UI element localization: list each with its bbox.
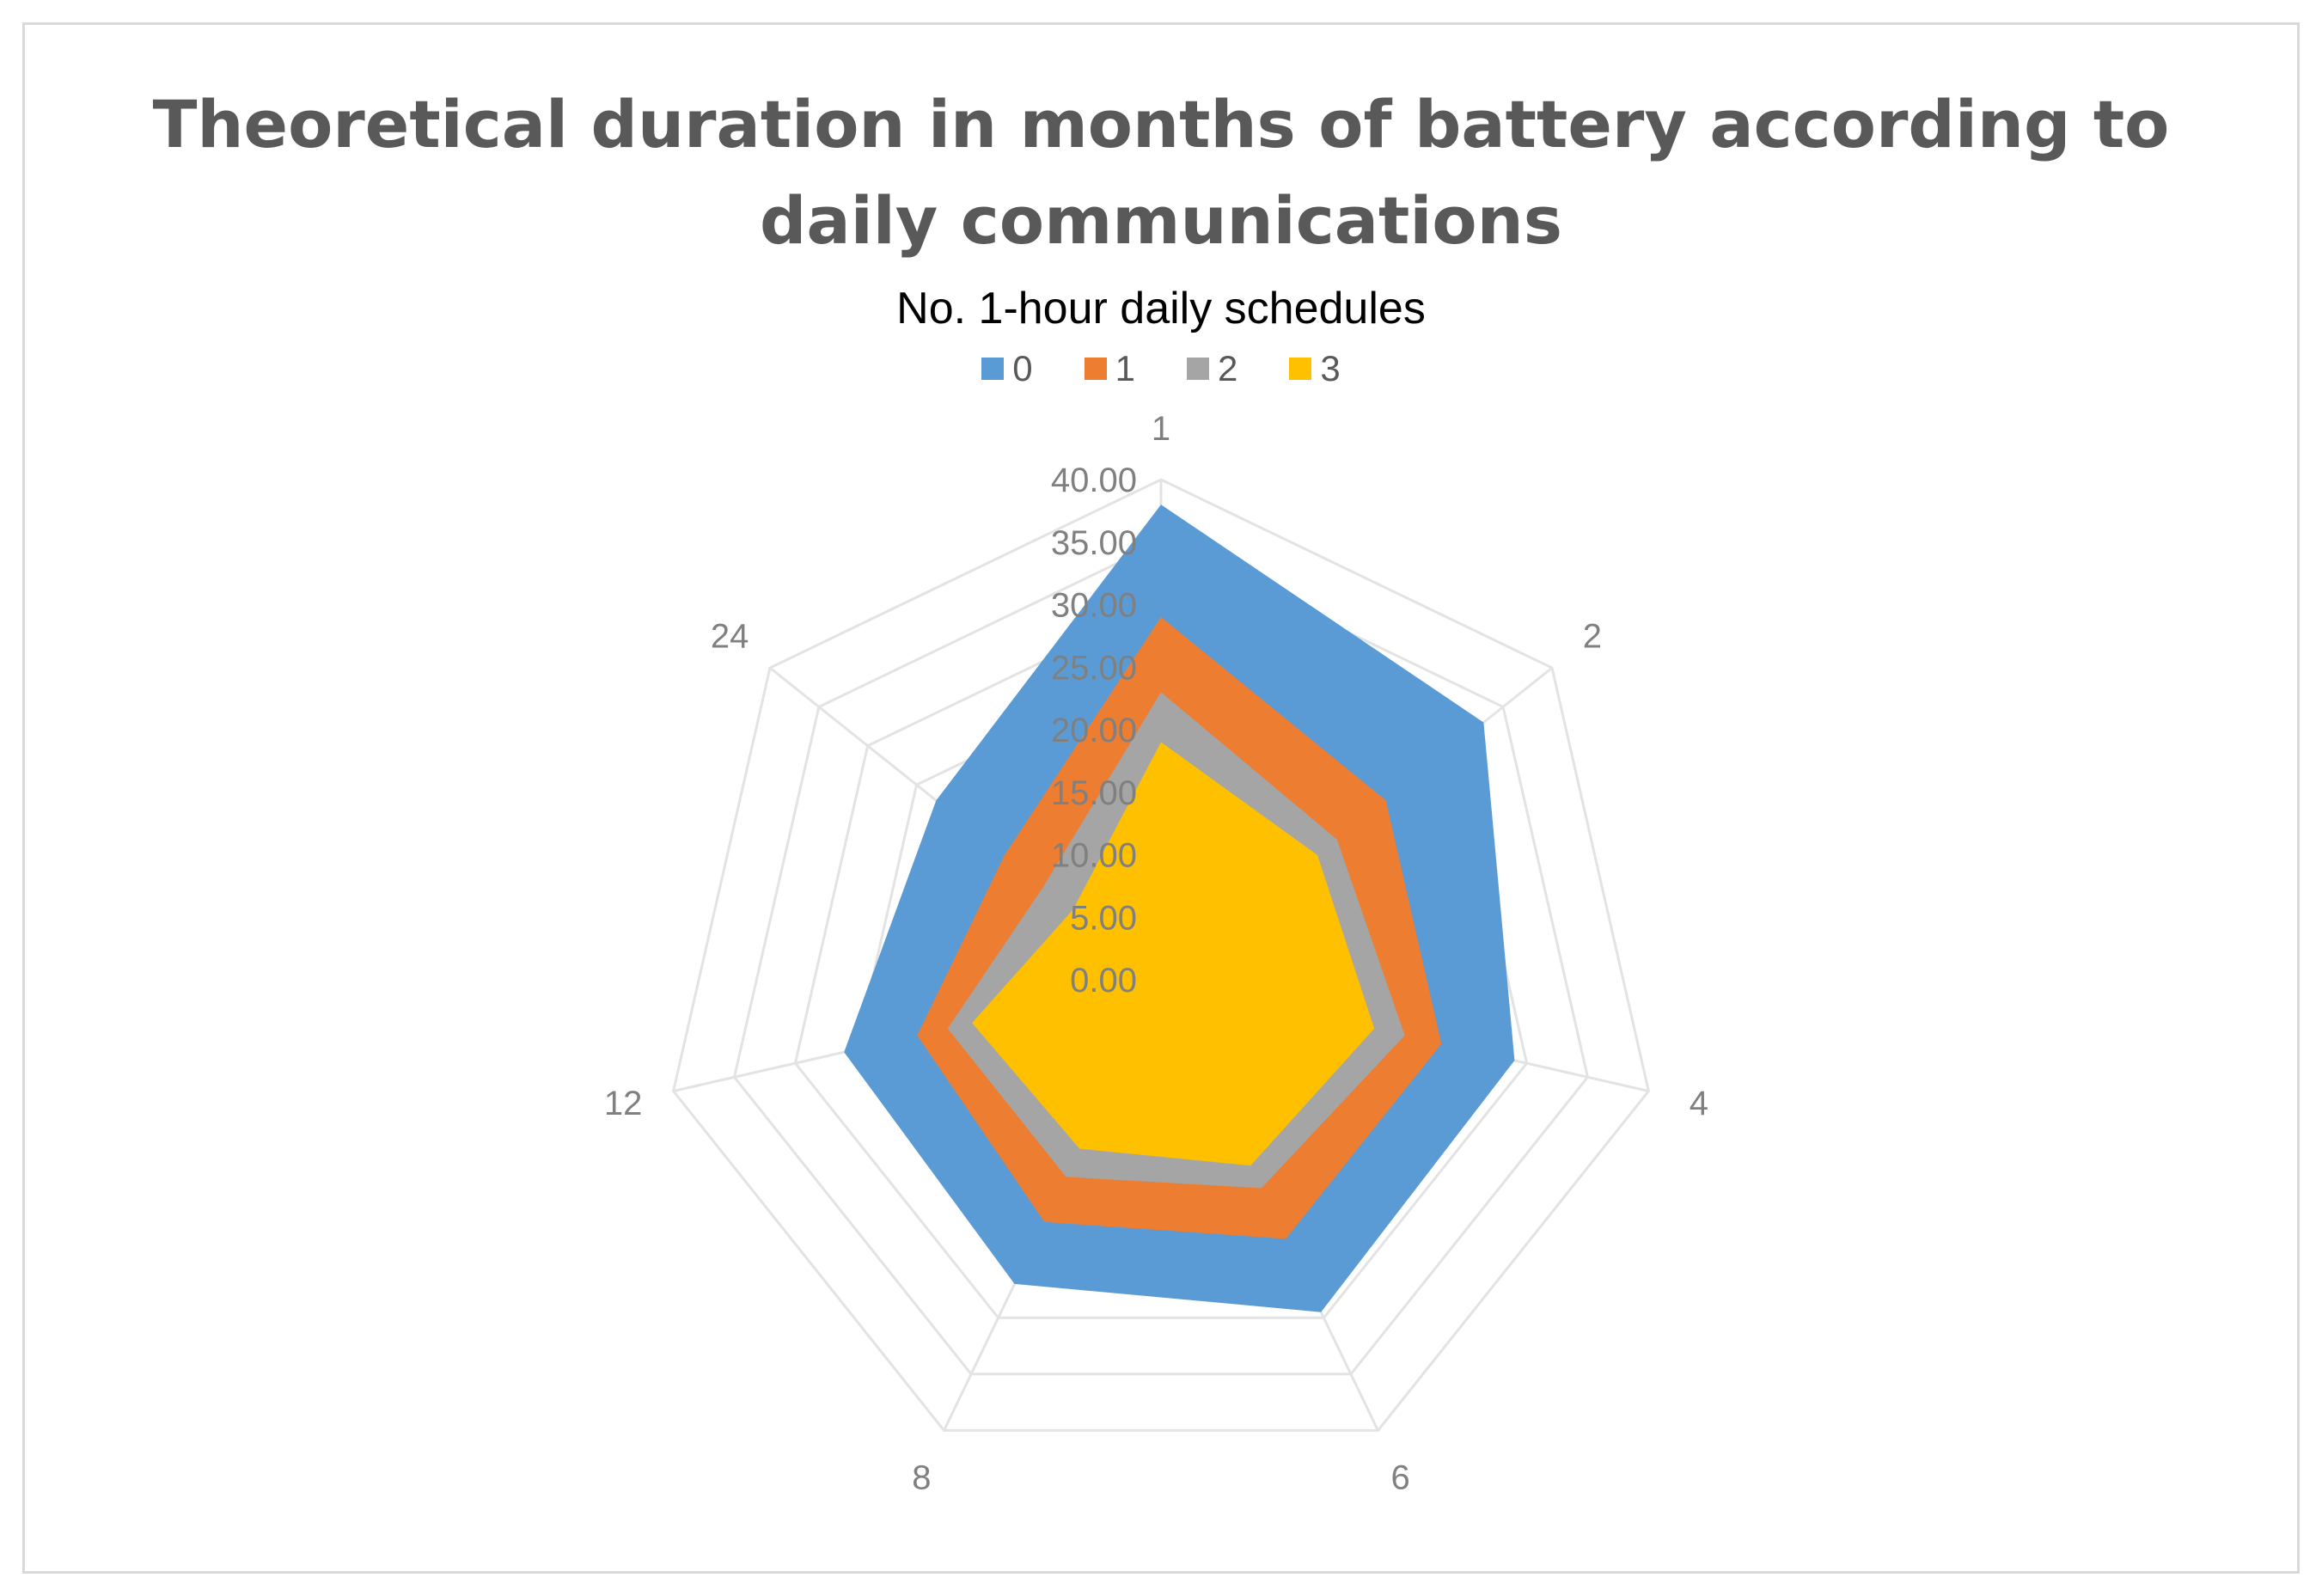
legend-item-3: 3	[1289, 348, 1341, 389]
legend: 0 1 2 3	[25, 348, 2297, 389]
category-label: 4	[1690, 1085, 1708, 1122]
axis-tick-label: 5.00	[1070, 899, 1137, 937]
category-label: 6	[1390, 1458, 1409, 1496]
legend-label: 0	[1012, 348, 1033, 388]
legend-label: 1	[1115, 348, 1135, 388]
legend-swatch	[1289, 357, 1312, 380]
axis-tick-label: 35.00	[1051, 524, 1137, 562]
radar-tick-labels: 0.00 5.00 10.00 15.00 20.00 25.00 30.00 35.00 40…	[1051, 462, 1137, 1000]
axis-tick-label: 30.00	[1051, 587, 1137, 625]
legend-swatch	[981, 357, 1005, 380]
legend-item-0: 0	[981, 348, 1033, 389]
chart-title: Theoretical duration in months of batter…	[25, 76, 2297, 269]
axis-tick-label: 15.00	[1051, 774, 1137, 812]
category-label: 8	[912, 1458, 931, 1496]
category-label: 24	[711, 618, 749, 656]
legend-label: 2	[1218, 348, 1238, 388]
legend-swatch	[1084, 357, 1107, 380]
axis-tick-label: 25.00	[1051, 649, 1137, 687]
chart-frame: Theoretical duration in months of batter…	[22, 22, 2300, 1574]
axis-tick-label: 20.00	[1051, 712, 1137, 749]
grid-ring	[732, 541, 1590, 1376]
legend-item-2: 2	[1187, 348, 1237, 389]
legend-swatch	[1187, 357, 1209, 380]
category-label: 1	[1152, 410, 1170, 448]
axis-tick-label: 10.00	[1051, 837, 1137, 875]
series-area-3	[972, 742, 1375, 1166]
category-label: 2	[1583, 618, 1602, 656]
axis-tick-label: 0.00	[1070, 962, 1137, 1000]
legend-item-1: 1	[1084, 348, 1135, 389]
legend-title: No. 1-hour daily schedules	[896, 284, 1426, 333]
grid-ring	[671, 478, 1651, 1432]
chart-title-line-2: daily communications	[760, 182, 1562, 259]
legend-label: 3	[1320, 348, 1341, 388]
axis-tick-label: 40.00	[1051, 462, 1137, 499]
chart-title-line-1: Theoretical duration in months of batter…	[152, 86, 2170, 162]
radar-series	[844, 504, 1515, 1312]
category-label: 12	[604, 1085, 643, 1122]
